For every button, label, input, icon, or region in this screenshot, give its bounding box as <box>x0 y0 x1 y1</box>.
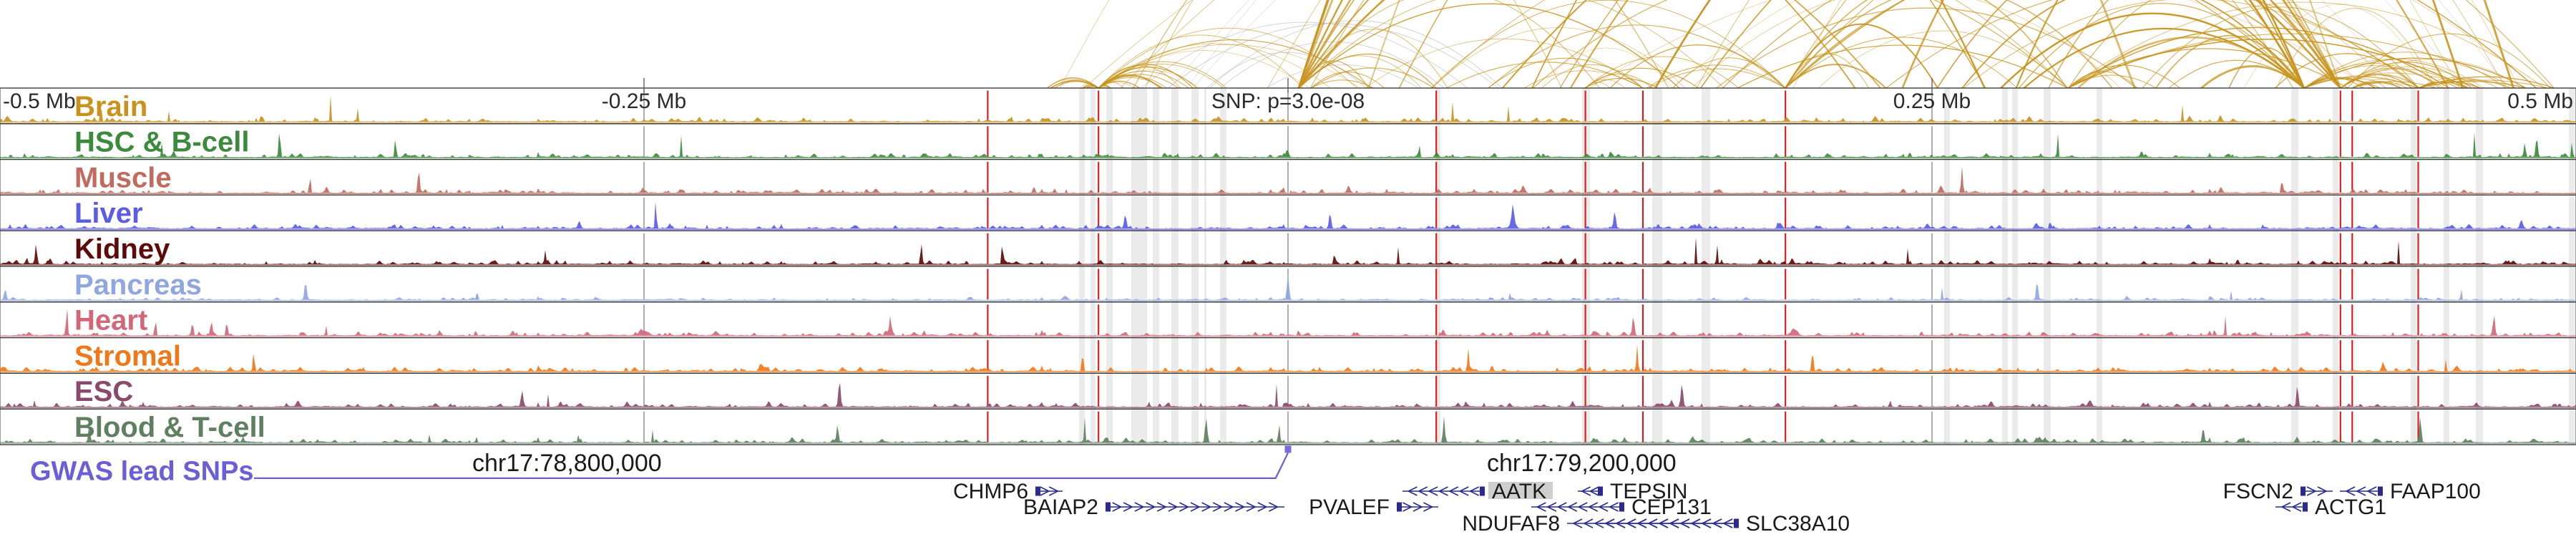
svg-text:GWAS lead SNPs: GWAS lead SNPs <box>30 457 254 487</box>
svg-text:Pancreas: Pancreas <box>74 269 202 301</box>
svg-text:Blood & T-cell: Blood & T-cell <box>74 412 265 443</box>
svg-text:Heart: Heart <box>74 305 147 337</box>
svg-text:NDUFAF8: NDUFAF8 <box>1462 512 1560 536</box>
svg-text:Kidney: Kidney <box>74 233 170 265</box>
svg-text:0.5 Mb: 0.5 Mb <box>2507 90 2573 113</box>
svg-text:ACTG1: ACTG1 <box>2315 495 2386 519</box>
svg-text:Muscle: Muscle <box>74 162 172 193</box>
svg-text:SNP: p=3.0e-08: SNP: p=3.0e-08 <box>1211 90 1365 113</box>
svg-text:Brain: Brain <box>74 91 147 122</box>
svg-text:HSC & B-cell: HSC & B-cell <box>74 127 250 158</box>
svg-text:FSCN2: FSCN2 <box>2223 480 2293 503</box>
svg-text:chr17:79,200,000: chr17:79,200,000 <box>1487 450 1677 477</box>
svg-text:PVALEF: PVALEF <box>1309 495 1390 519</box>
svg-text:AATK: AATK <box>1492 480 1546 503</box>
svg-text:Stromal: Stromal <box>74 340 181 372</box>
svg-text:ESC: ESC <box>74 376 133 407</box>
svg-text:-0.5 Mb: -0.5 Mb <box>3 90 76 113</box>
svg-text:SLC38A10: SLC38A10 <box>1746 512 1850 536</box>
svg-text:chr17:78,800,000: chr17:78,800,000 <box>472 450 662 477</box>
svg-text:Liver: Liver <box>74 198 143 229</box>
svg-text:0.25 Mb: 0.25 Mb <box>1893 90 1971 113</box>
svg-text:CEP131: CEP131 <box>1631 495 1712 519</box>
svg-text:BAIAP2: BAIAP2 <box>1023 495 1098 519</box>
svg-text:CHMP6: CHMP6 <box>953 480 1028 503</box>
svg-text:-0.25 Mb: -0.25 Mb <box>602 90 686 113</box>
svg-text:FAAP100: FAAP100 <box>2390 480 2481 503</box>
